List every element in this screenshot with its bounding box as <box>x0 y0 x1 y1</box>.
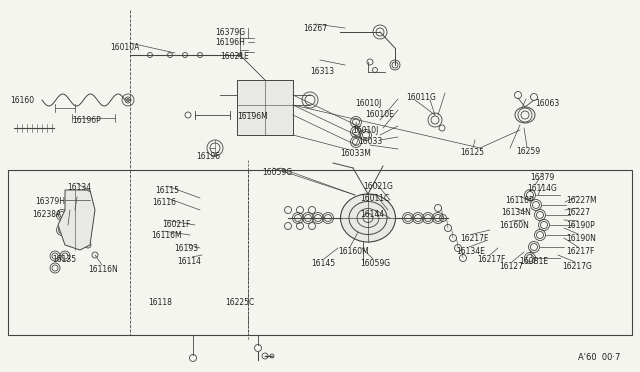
Text: 16010J: 16010J <box>352 126 378 135</box>
Text: 16217G: 16217G <box>562 262 592 271</box>
Text: 16114: 16114 <box>177 257 201 266</box>
Text: 16259: 16259 <box>516 147 540 156</box>
Polygon shape <box>58 190 95 250</box>
Text: 16196M: 16196M <box>237 112 268 121</box>
Text: 16116M: 16116M <box>151 231 182 240</box>
Text: 16114G: 16114G <box>527 184 557 193</box>
Text: 16190P: 16190P <box>566 221 595 230</box>
Text: 16225C: 16225C <box>225 298 254 307</box>
Text: 16010J: 16010J <box>355 99 381 108</box>
Text: 16134N: 16134N <box>501 208 531 217</box>
Text: 16033: 16033 <box>358 137 382 146</box>
Text: 16011C: 16011C <box>360 194 389 203</box>
Text: 16063: 16063 <box>535 99 559 108</box>
Text: 16196P: 16196P <box>72 116 100 125</box>
Text: 16313: 16313 <box>310 67 334 76</box>
Circle shape <box>127 99 129 102</box>
Text: 16033M: 16033M <box>340 149 371 158</box>
Text: 16190N: 16190N <box>566 234 596 243</box>
Text: 16118: 16118 <box>148 298 172 307</box>
Text: 16011G: 16011G <box>406 93 436 102</box>
Text: 16160N: 16160N <box>499 221 529 230</box>
Text: 16115: 16115 <box>155 186 179 195</box>
Text: 16160: 16160 <box>10 96 34 105</box>
Ellipse shape <box>340 194 396 242</box>
Text: 16116N: 16116N <box>88 265 118 274</box>
Text: 16125: 16125 <box>460 148 484 157</box>
Text: 16238A: 16238A <box>32 210 61 219</box>
Text: 16145: 16145 <box>311 259 335 268</box>
Text: 16160M: 16160M <box>338 247 369 256</box>
Text: 16227M: 16227M <box>566 196 596 205</box>
Text: 16196: 16196 <box>196 152 220 161</box>
Text: 16059G: 16059G <box>360 259 390 268</box>
Text: 16021G: 16021G <box>363 182 393 191</box>
Text: 16267: 16267 <box>303 24 327 33</box>
Text: 16379G: 16379G <box>215 28 245 37</box>
Text: 16144: 16144 <box>360 210 384 219</box>
Bar <box>237 80 293 135</box>
Text: 16134E: 16134E <box>456 247 485 256</box>
Text: 16135: 16135 <box>52 255 76 264</box>
Text: 16127: 16127 <box>499 262 523 271</box>
Text: 16021F: 16021F <box>162 220 190 229</box>
Text: 16217F: 16217F <box>460 234 488 243</box>
Text: 16010A: 16010A <box>110 43 140 52</box>
Bar <box>8 170 632 335</box>
Text: 160B1E: 160B1E <box>519 257 548 266</box>
Text: 16021E: 16021E <box>220 52 249 61</box>
Text: 16217F: 16217F <box>566 247 595 256</box>
Text: 16193: 16193 <box>174 244 198 253</box>
Text: 16217F: 16217F <box>477 255 506 264</box>
Text: 16379H: 16379H <box>35 197 65 206</box>
Text: 16227: 16227 <box>566 208 590 217</box>
Text: 16059G: 16059G <box>262 168 292 177</box>
Text: 16116P: 16116P <box>505 196 534 205</box>
Text: 16116: 16116 <box>152 198 176 207</box>
Text: 16196H: 16196H <box>215 38 245 47</box>
Circle shape <box>238 53 242 57</box>
Text: A'60  00·7: A'60 00·7 <box>578 353 620 362</box>
Text: 16379: 16379 <box>530 173 554 182</box>
Text: 16010E: 16010E <box>365 110 394 119</box>
Text: 16134: 16134 <box>67 183 91 192</box>
